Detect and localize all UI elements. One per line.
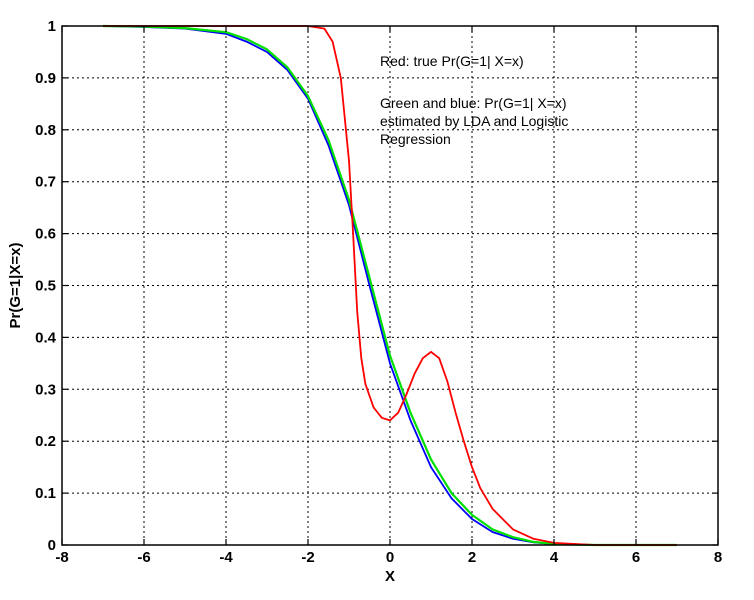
x-tick-label: 8 [714, 549, 722, 566]
x-tick-label: -4 [219, 549, 233, 566]
grid [62, 26, 718, 545]
annotations: Red: true Pr(G=1| X=x) Green and blue: P… [380, 53, 568, 147]
y-tick-label: 0.2 [35, 433, 56, 450]
x-tick-label: -8 [55, 549, 68, 566]
y-tick-label: 0 [48, 537, 56, 554]
x-axis-label: X [385, 568, 395, 585]
y-tick-label: 0.3 [35, 381, 56, 398]
annotation-regression: Regression [380, 131, 451, 147]
series-green-logistic [102, 24, 677, 547]
annotation-red: Red: true Pr(G=1| X=x) [380, 53, 524, 69]
series-layer [102, 24, 677, 547]
ticks: -8 -6 -4 -2 0 2 4 6 8 0 0.1 0.2 0.3 0.4 0.5 0.6 0.7 0.8 0.… [35, 18, 722, 566]
x-tick-label: -6 [137, 549, 150, 566]
x-tick-label: 4 [550, 549, 559, 566]
x-tick-label: 6 [632, 549, 640, 566]
series-red-true [103, 25, 677, 546]
annotation-green-blue: Green and blue: Pr(G=1| X=x) [380, 95, 567, 111]
annotation-estimated: estimated by LDA and Logistic [380, 113, 568, 129]
y-tick-label: 0.8 [35, 122, 56, 139]
y-tick-label: 0.7 [35, 174, 56, 191]
x-tick-label: 2 [468, 549, 476, 566]
y-axis-label: Pr(G=1|X=x) [7, 243, 24, 329]
y-tick-label: 1 [48, 18, 56, 35]
y-tick-label: 0.5 [35, 278, 56, 295]
x-tick-label: -2 [301, 549, 314, 566]
y-tick-label: 0.6 [35, 226, 56, 243]
y-tick-label: 0.4 [35, 329, 57, 346]
x-tick-label: 0 [386, 549, 394, 566]
y-tick-label: 0.9 [35, 70, 56, 87]
y-tick-label: 0.1 [35, 485, 56, 502]
